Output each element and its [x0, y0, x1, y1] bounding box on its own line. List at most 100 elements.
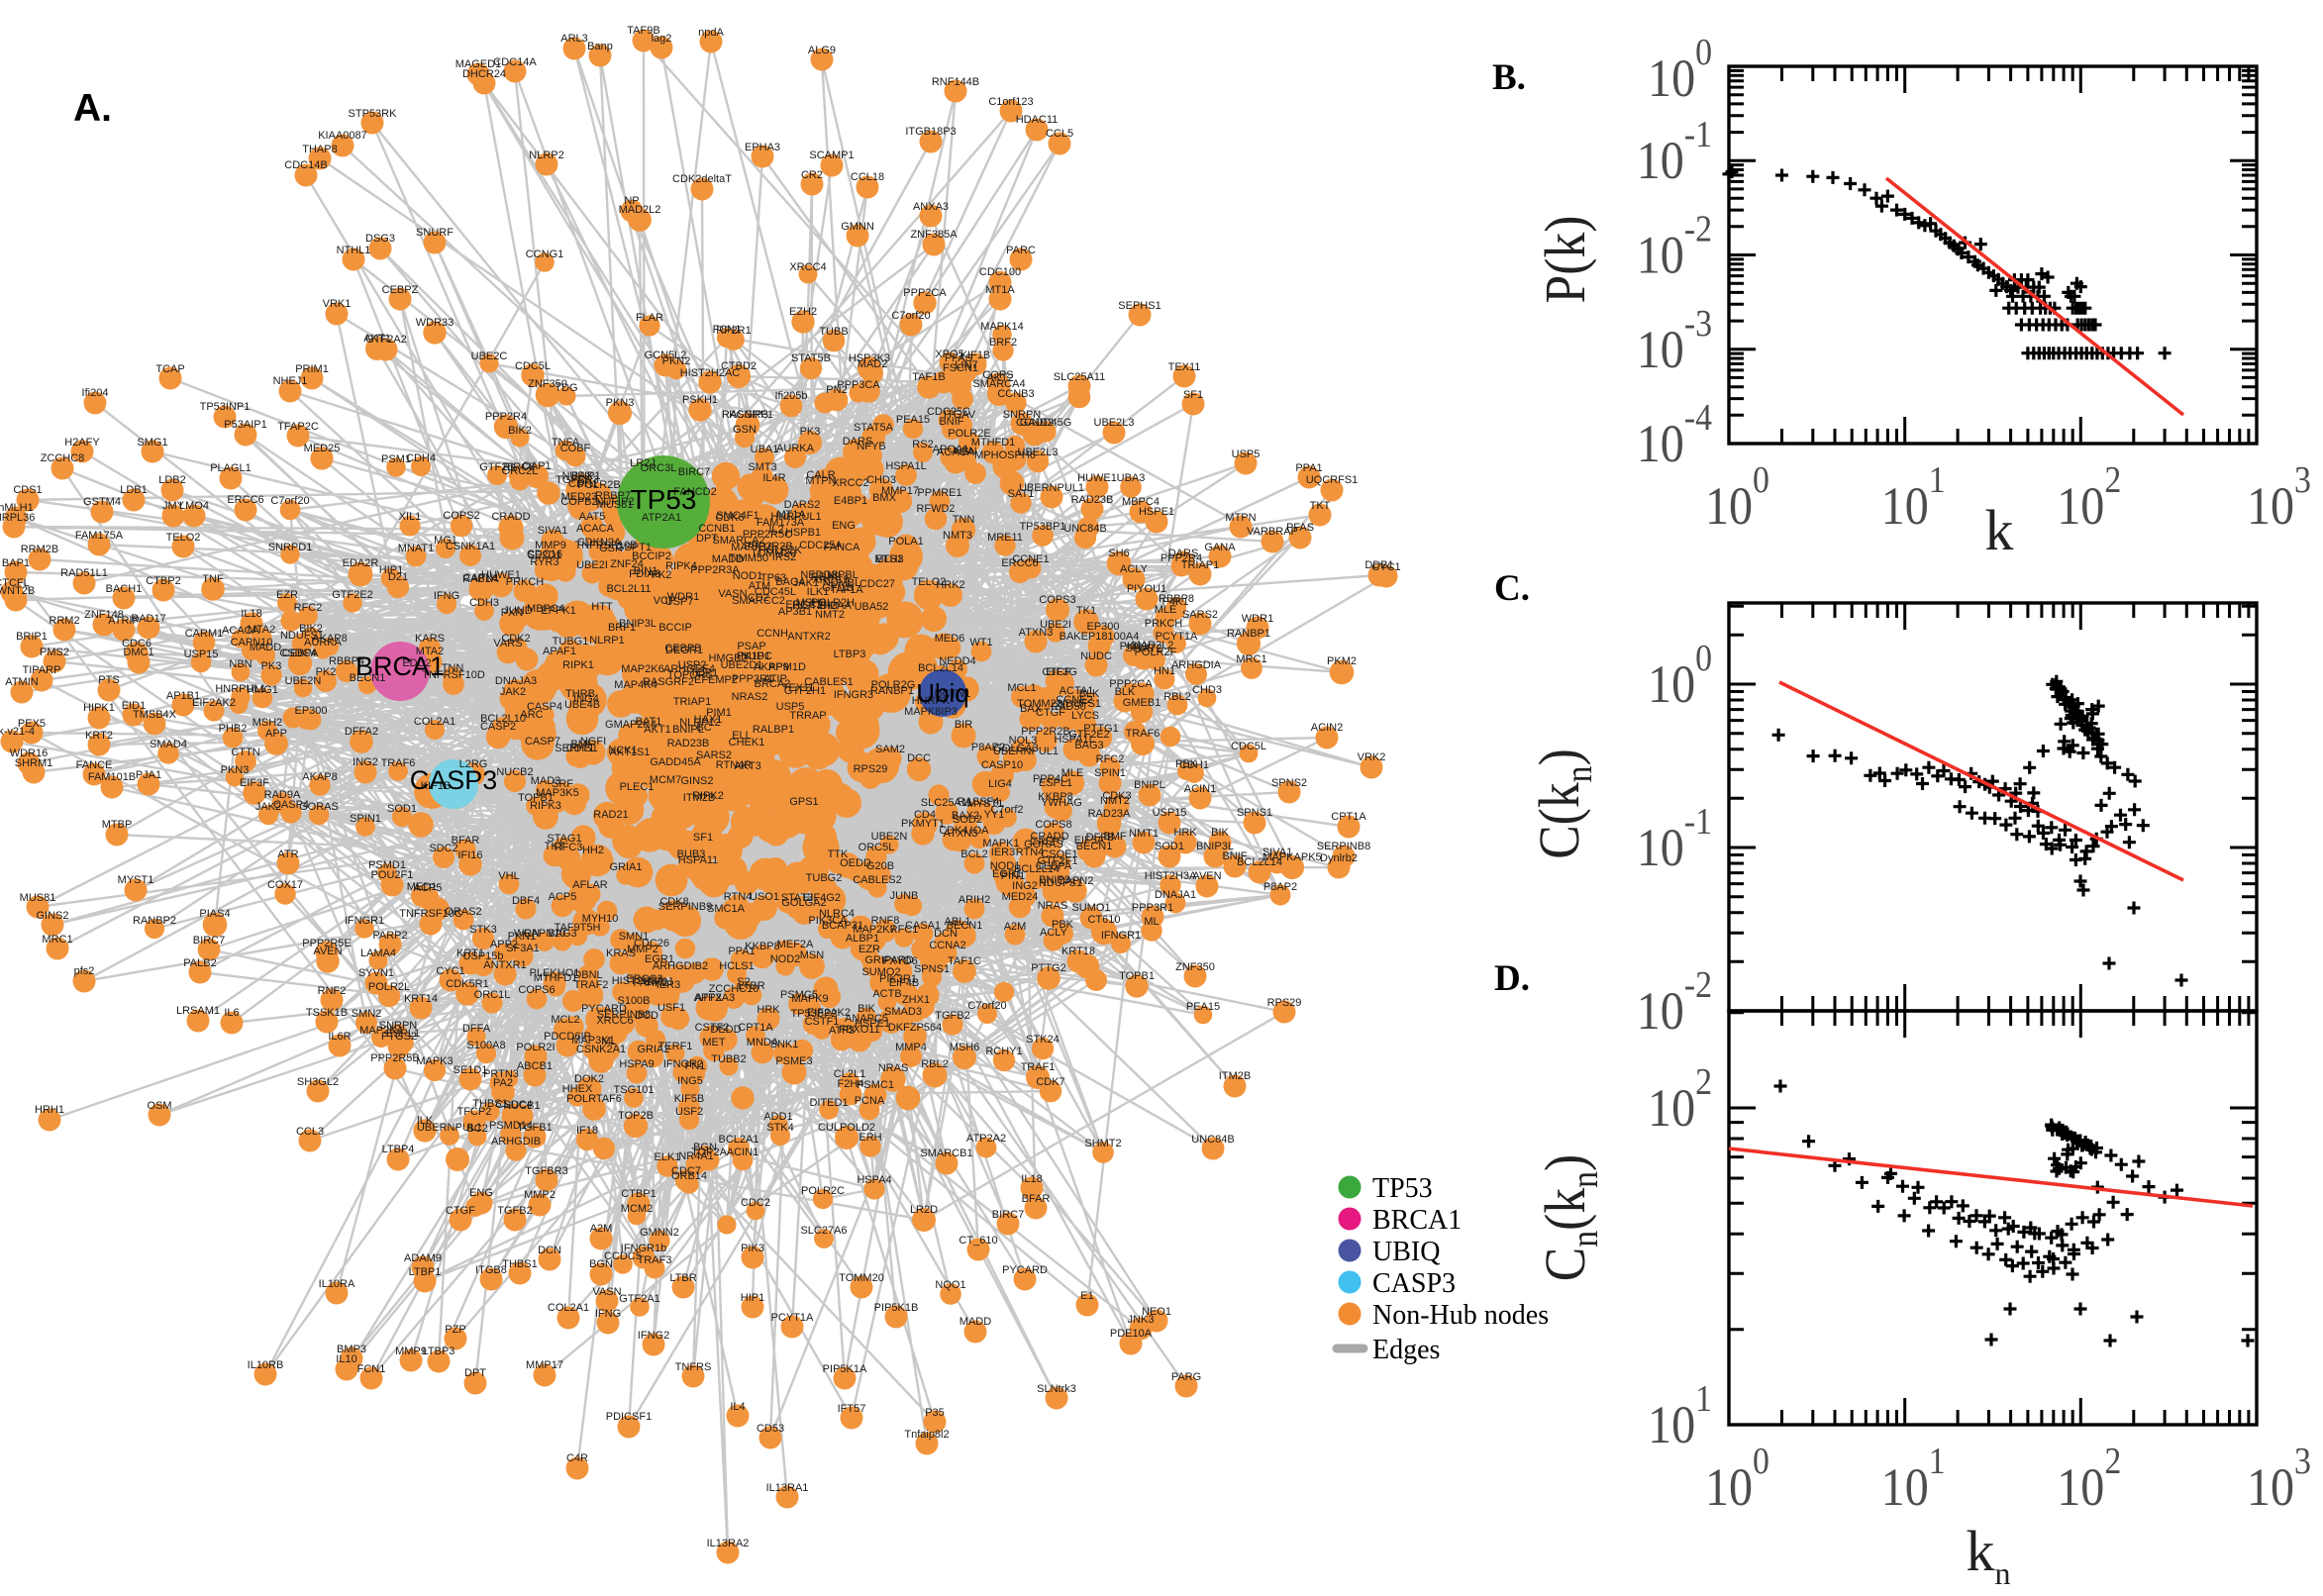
- svg-text:BNIPL: BNIPL: [1134, 779, 1165, 791]
- svg-text:ADAM9: ADAM9: [404, 1252, 442, 1264]
- svg-text:LTBR: LTBR: [669, 1272, 696, 1284]
- svg-text:NDUFS1: NDUFS1: [1039, 877, 1082, 889]
- svg-text:PTS: PTS: [98, 674, 119, 686]
- svg-text:LDB1: LDB1: [120, 484, 148, 496]
- svg-text:BACH1: BACH1: [106, 583, 143, 595]
- svg-text:SH6: SH6: [1108, 548, 1129, 559]
- svg-text:HRK: HRK: [757, 1004, 780, 1016]
- svg-text:TOPB1: TOPB1: [518, 792, 554, 804]
- svg-text:HSPA9: HSPA9: [619, 1058, 654, 1070]
- svg-text:LDB2: LDB2: [158, 474, 186, 486]
- svg-text:VARS: VARS: [493, 638, 522, 649]
- svg-text:CULPOLD2: CULPOLD2: [818, 1122, 875, 1134]
- svg-text:RIPK4: RIPK4: [665, 560, 697, 572]
- svg-text:RNF8: RNF8: [871, 915, 900, 927]
- svg-text:BAX: BAX: [571, 470, 594, 482]
- svg-text:NRAS2: NRAS2: [732, 691, 768, 703]
- svg-text:EFEMP2: EFEMP2: [694, 674, 738, 686]
- svg-text:TP53BP1: TP53BP1: [1019, 521, 1065, 533]
- svg-text:CRADD: CRADD: [1030, 831, 1068, 843]
- svg-text:ACTB: ACTB: [872, 988, 901, 1000]
- svg-text:RAD51L1: RAD51L1: [60, 567, 108, 579]
- svg-text:OEDD: OEDD: [840, 857, 871, 869]
- svg-text:BC2: BC2: [466, 1123, 487, 1135]
- svg-text:SMAD3: SMAD3: [884, 1006, 922, 1018]
- svg-text:STAT5A: STAT5A: [854, 422, 894, 434]
- svg-text:DBNL: DBNL: [573, 969, 602, 981]
- svg-text:BLK: BLK: [1079, 688, 1100, 700]
- svg-text:ATXN3: ATXN3: [1019, 627, 1054, 639]
- svg-text:PPP2R4: PPP2R4: [1161, 552, 1202, 564]
- svg-text:SPIN1: SPIN1: [1094, 767, 1126, 779]
- svg-text:CYC1: CYC1: [1371, 561, 1400, 573]
- svg-text:BAT1: BAT1: [636, 716, 662, 728]
- svg-text:TOMM20: TOMM20: [839, 1272, 884, 1284]
- svg-text:MTPN: MTPN: [805, 475, 836, 487]
- svg-text:FANCE: FANCE: [76, 759, 113, 771]
- svg-text:TUBG1: TUBG1: [553, 636, 589, 648]
- svg-text:MPHOSPH6: MPHOSPH6: [974, 449, 1036, 461]
- svg-text:BECN1: BECN1: [947, 920, 983, 932]
- svg-text:PCNA: PCNA: [855, 1095, 885, 1107]
- svg-text:PPMRE1: PPMRE1: [917, 487, 961, 499]
- svg-text:PK3: PK3: [261, 660, 282, 672]
- svg-text:GINS2: GINS2: [36, 910, 68, 922]
- svg-text:BIR: BIR: [955, 719, 972, 731]
- svg-text:Ubiq: Ubiq: [916, 678, 968, 708]
- svg-text:TOPB1: TOPB1: [1119, 970, 1155, 982]
- svg-text:GTF2A2: GTF2A2: [365, 334, 407, 346]
- svg-text:MYST1: MYST1: [967, 798, 1004, 810]
- svg-text:CDKN2A: CDKN2A: [577, 537, 622, 549]
- svg-text:SCAMP1: SCAMP1: [809, 150, 854, 161]
- svg-text:CSQE1: CSQE1: [1041, 848, 1077, 860]
- svg-text:DBF4: DBF4: [512, 895, 540, 907]
- svg-text:BNIPL: BNIPL: [672, 724, 704, 736]
- svg-text:TUBB: TUBB: [819, 326, 848, 338]
- svg-text:C.: C.: [1494, 568, 1530, 609]
- svg-text:TNFA: TNFA: [552, 437, 580, 449]
- svg-text:BNIP3L: BNIP3L: [1196, 841, 1234, 852]
- svg-text:COPS3: COPS3: [1039, 594, 1075, 606]
- svg-text:PKN3: PKN3: [221, 764, 250, 776]
- svg-text:ENG: ENG: [832, 520, 856, 532]
- svg-text:EIF4G2: EIF4G2: [803, 892, 841, 904]
- svg-text:CASA1: CASA1: [905, 920, 941, 932]
- svg-text:NOD1: NOD1: [990, 860, 1021, 872]
- svg-text:VHL: VHL: [498, 870, 519, 882]
- svg-text:GRIA1: GRIA1: [609, 861, 642, 873]
- svg-text:PIK3CA: PIK3CA: [808, 915, 848, 927]
- svg-text:PBK: PBK: [1052, 919, 1074, 931]
- svg-text:C7orf20: C7orf20: [891, 310, 930, 322]
- svg-text:CSTF2: CSTF2: [695, 1022, 730, 1034]
- svg-text:RYR3: RYR3: [530, 556, 558, 568]
- svg-text:PPP2R2B: PPP2R2B: [744, 541, 793, 552]
- svg-text:SNURF: SNURF: [416, 227, 454, 239]
- svg-text:IER3: IER3: [991, 847, 1015, 858]
- svg-text:ESPL1: ESPL1: [1039, 777, 1072, 789]
- svg-text:CHEK1: CHEK1: [729, 737, 765, 748]
- svg-text:HIPK1: HIPK1: [83, 702, 115, 714]
- svg-text:DPT: DPT: [696, 533, 718, 545]
- svg-text:TIPARP: TIPARP: [23, 664, 61, 676]
- svg-text:MSN: MSN: [800, 949, 825, 961]
- svg-text:HHEX: HHEX: [562, 1083, 593, 1095]
- svg-text:PPP2R5C: PPP2R5C: [743, 529, 792, 541]
- svg-text:ORAS2: ORAS2: [445, 906, 481, 918]
- svg-text:LRSAM1: LRSAM1: [176, 1005, 220, 1017]
- svg-text:MLE: MLE: [1155, 604, 1177, 616]
- svg-text:JUNB: JUNB: [890, 890, 919, 902]
- svg-text:RAD9A: RAD9A: [264, 789, 301, 801]
- svg-text:AKT1: AKT1: [363, 333, 391, 345]
- svg-text:UBE2L3: UBE2L3: [1018, 447, 1059, 458]
- svg-text:JAK1: JAK1: [793, 577, 819, 589]
- svg-text:CSTF1: CSTF1: [805, 1016, 840, 1028]
- svg-text:BAKEP18100A4: BAKEP18100A4: [1060, 631, 1140, 643]
- svg-text:CASP10: CASP10: [981, 759, 1023, 771]
- svg-text:LR2D: LR2D: [910, 1204, 938, 1216]
- svg-text:KRAS: KRAS: [606, 948, 636, 959]
- svg-text:ZCCHC8: ZCCHC8: [41, 452, 85, 464]
- svg-text:EIF5A: EIF5A: [1074, 835, 1105, 847]
- svg-text:pfs2: pfs2: [74, 965, 95, 977]
- svg-text:ABL1: ABL1: [945, 916, 971, 928]
- svg-text:PKM2: PKM2: [1327, 655, 1357, 667]
